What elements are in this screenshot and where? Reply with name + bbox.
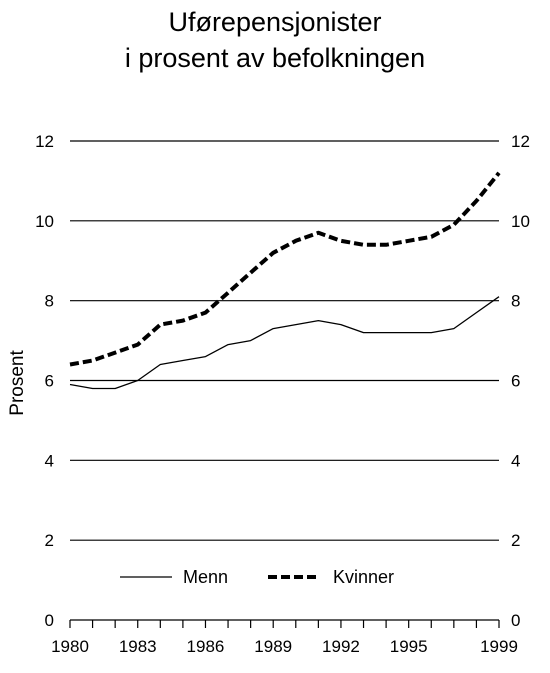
y-tick-label-right: 10 (511, 212, 530, 231)
y-axis-right-labels: 0 2 4 6 8 10 12 (511, 132, 530, 630)
y-axis-title: Prosent (7, 350, 28, 416)
x-tick-label: 1999 (480, 637, 518, 656)
x-tick-label: 1989 (254, 637, 292, 656)
y-tick-label-right: 0 (511, 611, 520, 630)
chart-title: Uførepensjonister i prosent av befolknin… (0, 4, 550, 76)
legend-label-menn: Menn (183, 567, 228, 587)
x-tick-label: 1995 (390, 637, 428, 656)
series-line-menn (69, 296, 500, 390)
y-tick-label-right: 8 (511, 292, 520, 311)
x-tick-label: 1986 (187, 637, 225, 656)
chart-title-line-1: Uførepensjonister (168, 7, 382, 37)
legend-label-kvinner: Kvinner (333, 567, 394, 587)
x-tick-label: 1983 (119, 637, 157, 656)
y-tick-label-right: 6 (511, 372, 520, 391)
gridlines (70, 140, 499, 541)
y-tick-label-left: 0 (45, 611, 54, 630)
series-line-kvinner (69, 171, 501, 367)
legend: Menn Kvinner (120, 567, 394, 587)
y-tick-label-left: 6 (45, 372, 54, 391)
chart-title-line-2: i prosent av befolkningen (124, 43, 426, 73)
y-tick-label-left: 4 (45, 451, 54, 470)
y-axis-left-labels: 0 2 4 6 8 10 12 (35, 132, 54, 630)
y-tick-label-right: 12 (511, 132, 530, 151)
y-tick-label-left: 10 (35, 212, 54, 231)
x-tick-label: 1992 (322, 637, 360, 656)
x-tick-label: 1980 (51, 637, 89, 656)
y-tick-label-left: 12 (35, 132, 54, 151)
y-tick-label-left: 2 (45, 531, 54, 550)
y-tick-label-left: 8 (45, 292, 54, 311)
series-lines (69, 171, 501, 390)
x-axis: 1980 1983 1986 1989 1992 1995 1999 (51, 619, 518, 656)
y-tick-label-right: 2 (511, 531, 520, 550)
y-tick-label-right: 4 (511, 451, 520, 470)
